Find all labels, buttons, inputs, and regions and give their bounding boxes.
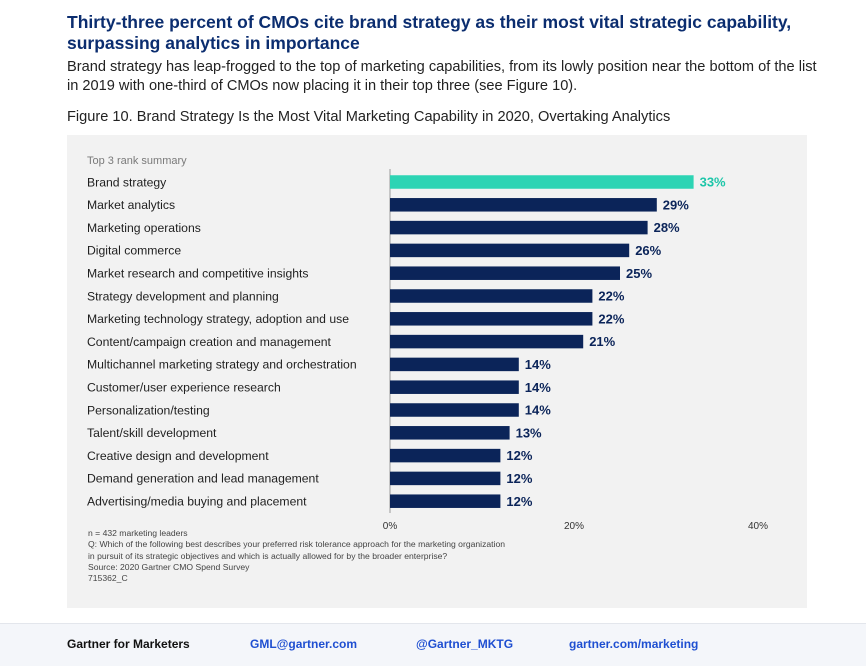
category-label: Multichannel marketing strategy and orch…: [87, 358, 357, 372]
footer-email-link[interactable]: GML@gartner.com: [250, 637, 358, 651]
data-label: 22%: [598, 289, 624, 304]
footer-website-link[interactable]: gartner.com/marketing: [569, 637, 699, 651]
x-tick-label: 20%: [564, 521, 584, 532]
category-label: Market analytics: [87, 198, 175, 212]
data-label: 13%: [516, 425, 542, 440]
bar: [390, 289, 593, 303]
data-label: 14%: [525, 357, 551, 372]
footer-brand: Gartner for Marketers: [67, 637, 190, 651]
bar: [390, 380, 519, 394]
x-tick-label: 40%: [748, 521, 768, 532]
note-id: 715362_C: [88, 573, 128, 584]
bar: [390, 175, 694, 189]
summary-label: Top 3 rank summary: [87, 155, 187, 167]
data-label: 12%: [506, 448, 532, 463]
category-label: Digital commerce: [87, 244, 181, 258]
data-label: 25%: [626, 266, 652, 281]
category-label: Market research and competitive insights: [87, 267, 309, 281]
note-question-line-1: Q: Which of the following best describes…: [88, 539, 506, 550]
chart-notes: n = 432 marketing leaders Q: Which of th…: [88, 528, 608, 584]
category-label: Marketing operations: [87, 221, 201, 235]
bar: [390, 243, 630, 258]
data-label: 26%: [635, 243, 661, 258]
data-label: 21%: [589, 334, 615, 349]
x-tick-label: 0%: [383, 521, 398, 532]
data-label: 33%: [700, 175, 726, 190]
category-label: Content/campaign creation and management: [87, 335, 332, 349]
category-label: Demand generation and lead management: [87, 472, 319, 486]
bar: [390, 403, 519, 417]
data-label: 14%: [525, 380, 551, 395]
footer: Gartner for Marketers GML@gartner.com @G…: [0, 624, 866, 666]
note-source: Source: 2020 Gartner CMO Spend Survey: [88, 561, 250, 572]
bar: [390, 334, 584, 349]
footer-divider: [0, 623, 866, 624]
note-sample-size: n = 432 marketing leaders: [88, 528, 188, 538]
category-label: Customer/user experience research: [87, 381, 281, 395]
chart-panel: Top 3 rank summary Brand strategy 33% Marke…: [67, 135, 807, 608]
data-label: 22%: [598, 311, 624, 326]
headline: Thirty-three percent of CMOs cite brand …: [67, 12, 792, 53]
note-question-line-2: in pursuit of its strategic objectives a…: [88, 550, 448, 561]
bar: [390, 494, 501, 508]
intro-paragraph: Brand strategy has leap-frogged to the t…: [67, 59, 817, 94]
category-label: Advertising/media buying and placement: [87, 495, 307, 509]
category-label: Brand strategy: [87, 175, 167, 189]
category-label: Marketing technology strategy, adoption …: [87, 312, 349, 326]
figure-caption: Figure 10. Brand Strategy Is the Most Vi…: [67, 109, 671, 125]
data-label: 12%: [506, 471, 532, 486]
bar: [390, 198, 657, 212]
data-label: 29%: [663, 197, 689, 212]
category-label: Strategy development and planning: [87, 289, 279, 303]
bar: [390, 471, 501, 486]
bar: [390, 220, 648, 235]
bar: [390, 426, 510, 440]
category-label: Talent/skill development: [87, 426, 217, 440]
bar: [390, 266, 620, 280]
bar: [390, 312, 593, 326]
category-label: Creative design and development: [87, 449, 269, 463]
category-label: Personalization/testing: [87, 403, 210, 417]
data-label: 14%: [525, 403, 551, 418]
data-label: 12%: [506, 494, 532, 509]
bar: [390, 357, 519, 372]
bar: [390, 448, 501, 463]
data-label: 28%: [654, 220, 680, 235]
bar-chart: Top 3 rank summary Brand strategy 33% Marke…: [87, 155, 768, 532]
footer-twitter-link[interactable]: @Gartner_MKTG: [416, 637, 514, 651]
